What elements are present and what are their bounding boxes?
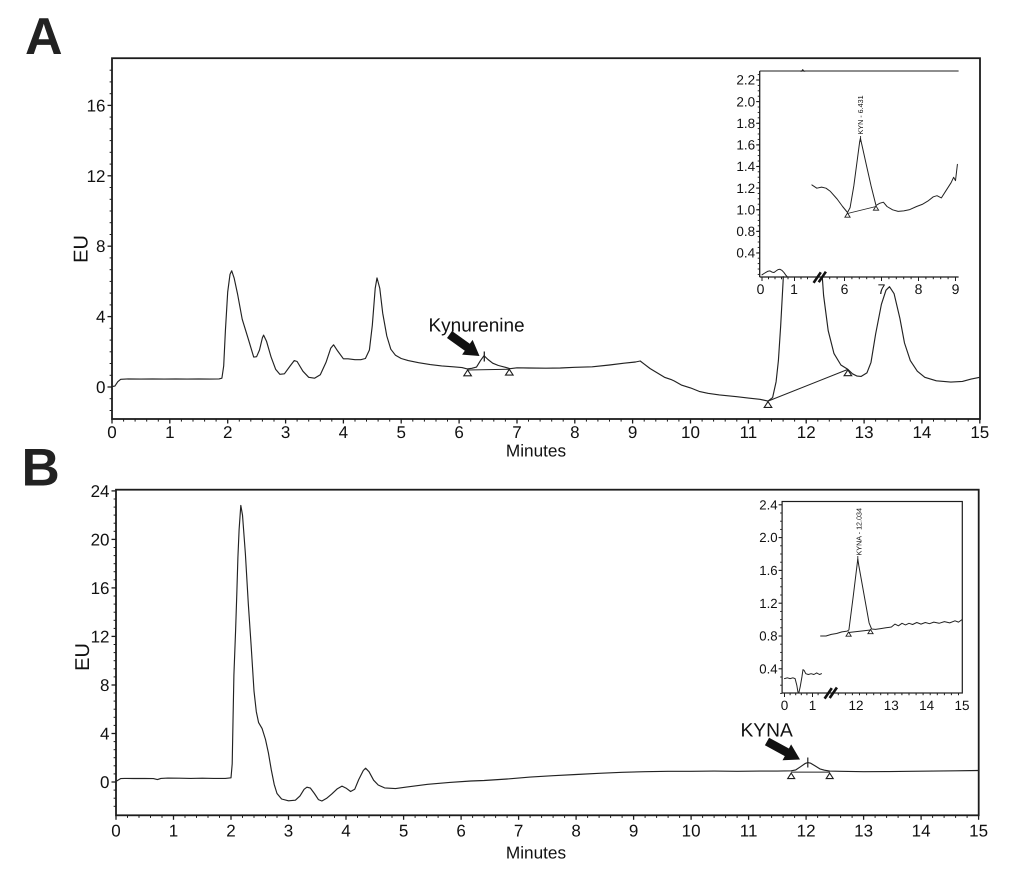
svg-text:12: 12 — [797, 821, 816, 840]
svg-text:13: 13 — [884, 698, 899, 713]
svg-text:2.2: 2.2 — [736, 73, 755, 88]
svg-text:8: 8 — [915, 281, 923, 297]
svg-text:8: 8 — [96, 237, 105, 256]
svg-text:EU: EU — [72, 643, 94, 671]
svg-text:9: 9 — [628, 423, 637, 442]
svg-text:0: 0 — [107, 423, 116, 442]
svg-text:16: 16 — [91, 579, 110, 598]
svg-text:Kynurenine: Kynurenine — [429, 316, 525, 337]
svg-text:1.4: 1.4 — [736, 159, 755, 174]
svg-text:2.0: 2.0 — [736, 94, 755, 109]
svg-text:0: 0 — [757, 281, 765, 297]
svg-text:0: 0 — [781, 698, 789, 713]
svg-text:EU: EU — [71, 235, 93, 263]
svg-text:4: 4 — [339, 423, 348, 442]
svg-text:Minutes: Minutes — [506, 842, 566, 862]
svg-text:12: 12 — [91, 627, 110, 646]
svg-text:1: 1 — [809, 698, 817, 713]
svg-text:6: 6 — [841, 281, 849, 297]
svg-text:Minutes: Minutes — [506, 441, 566, 461]
svg-text:6: 6 — [454, 423, 463, 442]
svg-text:14: 14 — [912, 423, 931, 442]
svg-text:2.4: 2.4 — [759, 497, 777, 512]
svg-text:9: 9 — [952, 281, 960, 297]
svg-text:15: 15 — [970, 423, 989, 442]
svg-text:5: 5 — [396, 423, 405, 442]
svg-text:0.4: 0.4 — [736, 246, 755, 261]
svg-text:13: 13 — [855, 423, 874, 442]
svg-text:8: 8 — [570, 423, 579, 442]
svg-text:1.6: 1.6 — [736, 138, 755, 153]
svg-text:1.2: 1.2 — [736, 181, 755, 196]
svg-text:8: 8 — [571, 821, 580, 840]
svg-text:KYNA: KYNA — [741, 721, 793, 742]
svg-text:0: 0 — [96, 378, 105, 397]
svg-text:3: 3 — [281, 423, 290, 442]
svg-text:0.8: 0.8 — [759, 629, 777, 644]
svg-text:1.6: 1.6 — [759, 563, 777, 578]
svg-text:13: 13 — [854, 821, 873, 840]
svg-text:12: 12 — [797, 423, 816, 442]
svg-text:B: B — [22, 439, 60, 498]
svg-text:7: 7 — [512, 423, 521, 442]
svg-text:0.8: 0.8 — [736, 224, 755, 239]
svg-text:8: 8 — [100, 676, 109, 695]
svg-text:2.0: 2.0 — [759, 530, 777, 545]
svg-text:12: 12 — [87, 167, 106, 186]
svg-text:1.8: 1.8 — [736, 116, 755, 131]
svg-text:9: 9 — [629, 821, 638, 840]
svg-text:7: 7 — [514, 821, 523, 840]
svg-text:KYNA - 12.034: KYNA - 12.034 — [855, 508, 864, 556]
svg-text:15: 15 — [954, 698, 969, 713]
svg-text:11: 11 — [740, 821, 758, 840]
svg-text:7: 7 — [878, 281, 886, 297]
svg-text:4: 4 — [341, 821, 350, 840]
svg-text:2: 2 — [226, 821, 235, 840]
svg-text:4: 4 — [100, 725, 109, 744]
svg-text:5: 5 — [399, 821, 408, 840]
svg-text:15: 15 — [969, 821, 988, 840]
svg-text:10: 10 — [681, 423, 700, 442]
svg-text:24: 24 — [91, 482, 110, 501]
svg-text:4: 4 — [96, 308, 105, 327]
svg-text:1.2: 1.2 — [759, 596, 777, 611]
svg-text:10: 10 — [682, 821, 701, 840]
svg-text:11: 11 — [740, 423, 758, 442]
svg-text:1: 1 — [165, 423, 174, 442]
svg-text:1: 1 — [169, 821, 178, 840]
svg-text:12: 12 — [848, 698, 863, 713]
svg-text:20: 20 — [91, 530, 110, 549]
svg-text:1.0: 1.0 — [736, 203, 755, 218]
svg-text:3: 3 — [284, 821, 293, 840]
svg-text:14: 14 — [919, 698, 935, 713]
svg-text:16: 16 — [87, 96, 106, 115]
svg-text:14: 14 — [912, 821, 931, 840]
svg-text:1: 1 — [790, 281, 798, 297]
svg-text:KYN - 6.431: KYN - 6.431 — [856, 95, 865, 134]
svg-text:0.4: 0.4 — [759, 661, 777, 676]
svg-text:6: 6 — [456, 821, 465, 840]
svg-text:0: 0 — [111, 821, 120, 840]
svg-text:0: 0 — [100, 773, 109, 792]
svg-text:A: A — [25, 8, 63, 66]
svg-text:2: 2 — [223, 423, 232, 442]
